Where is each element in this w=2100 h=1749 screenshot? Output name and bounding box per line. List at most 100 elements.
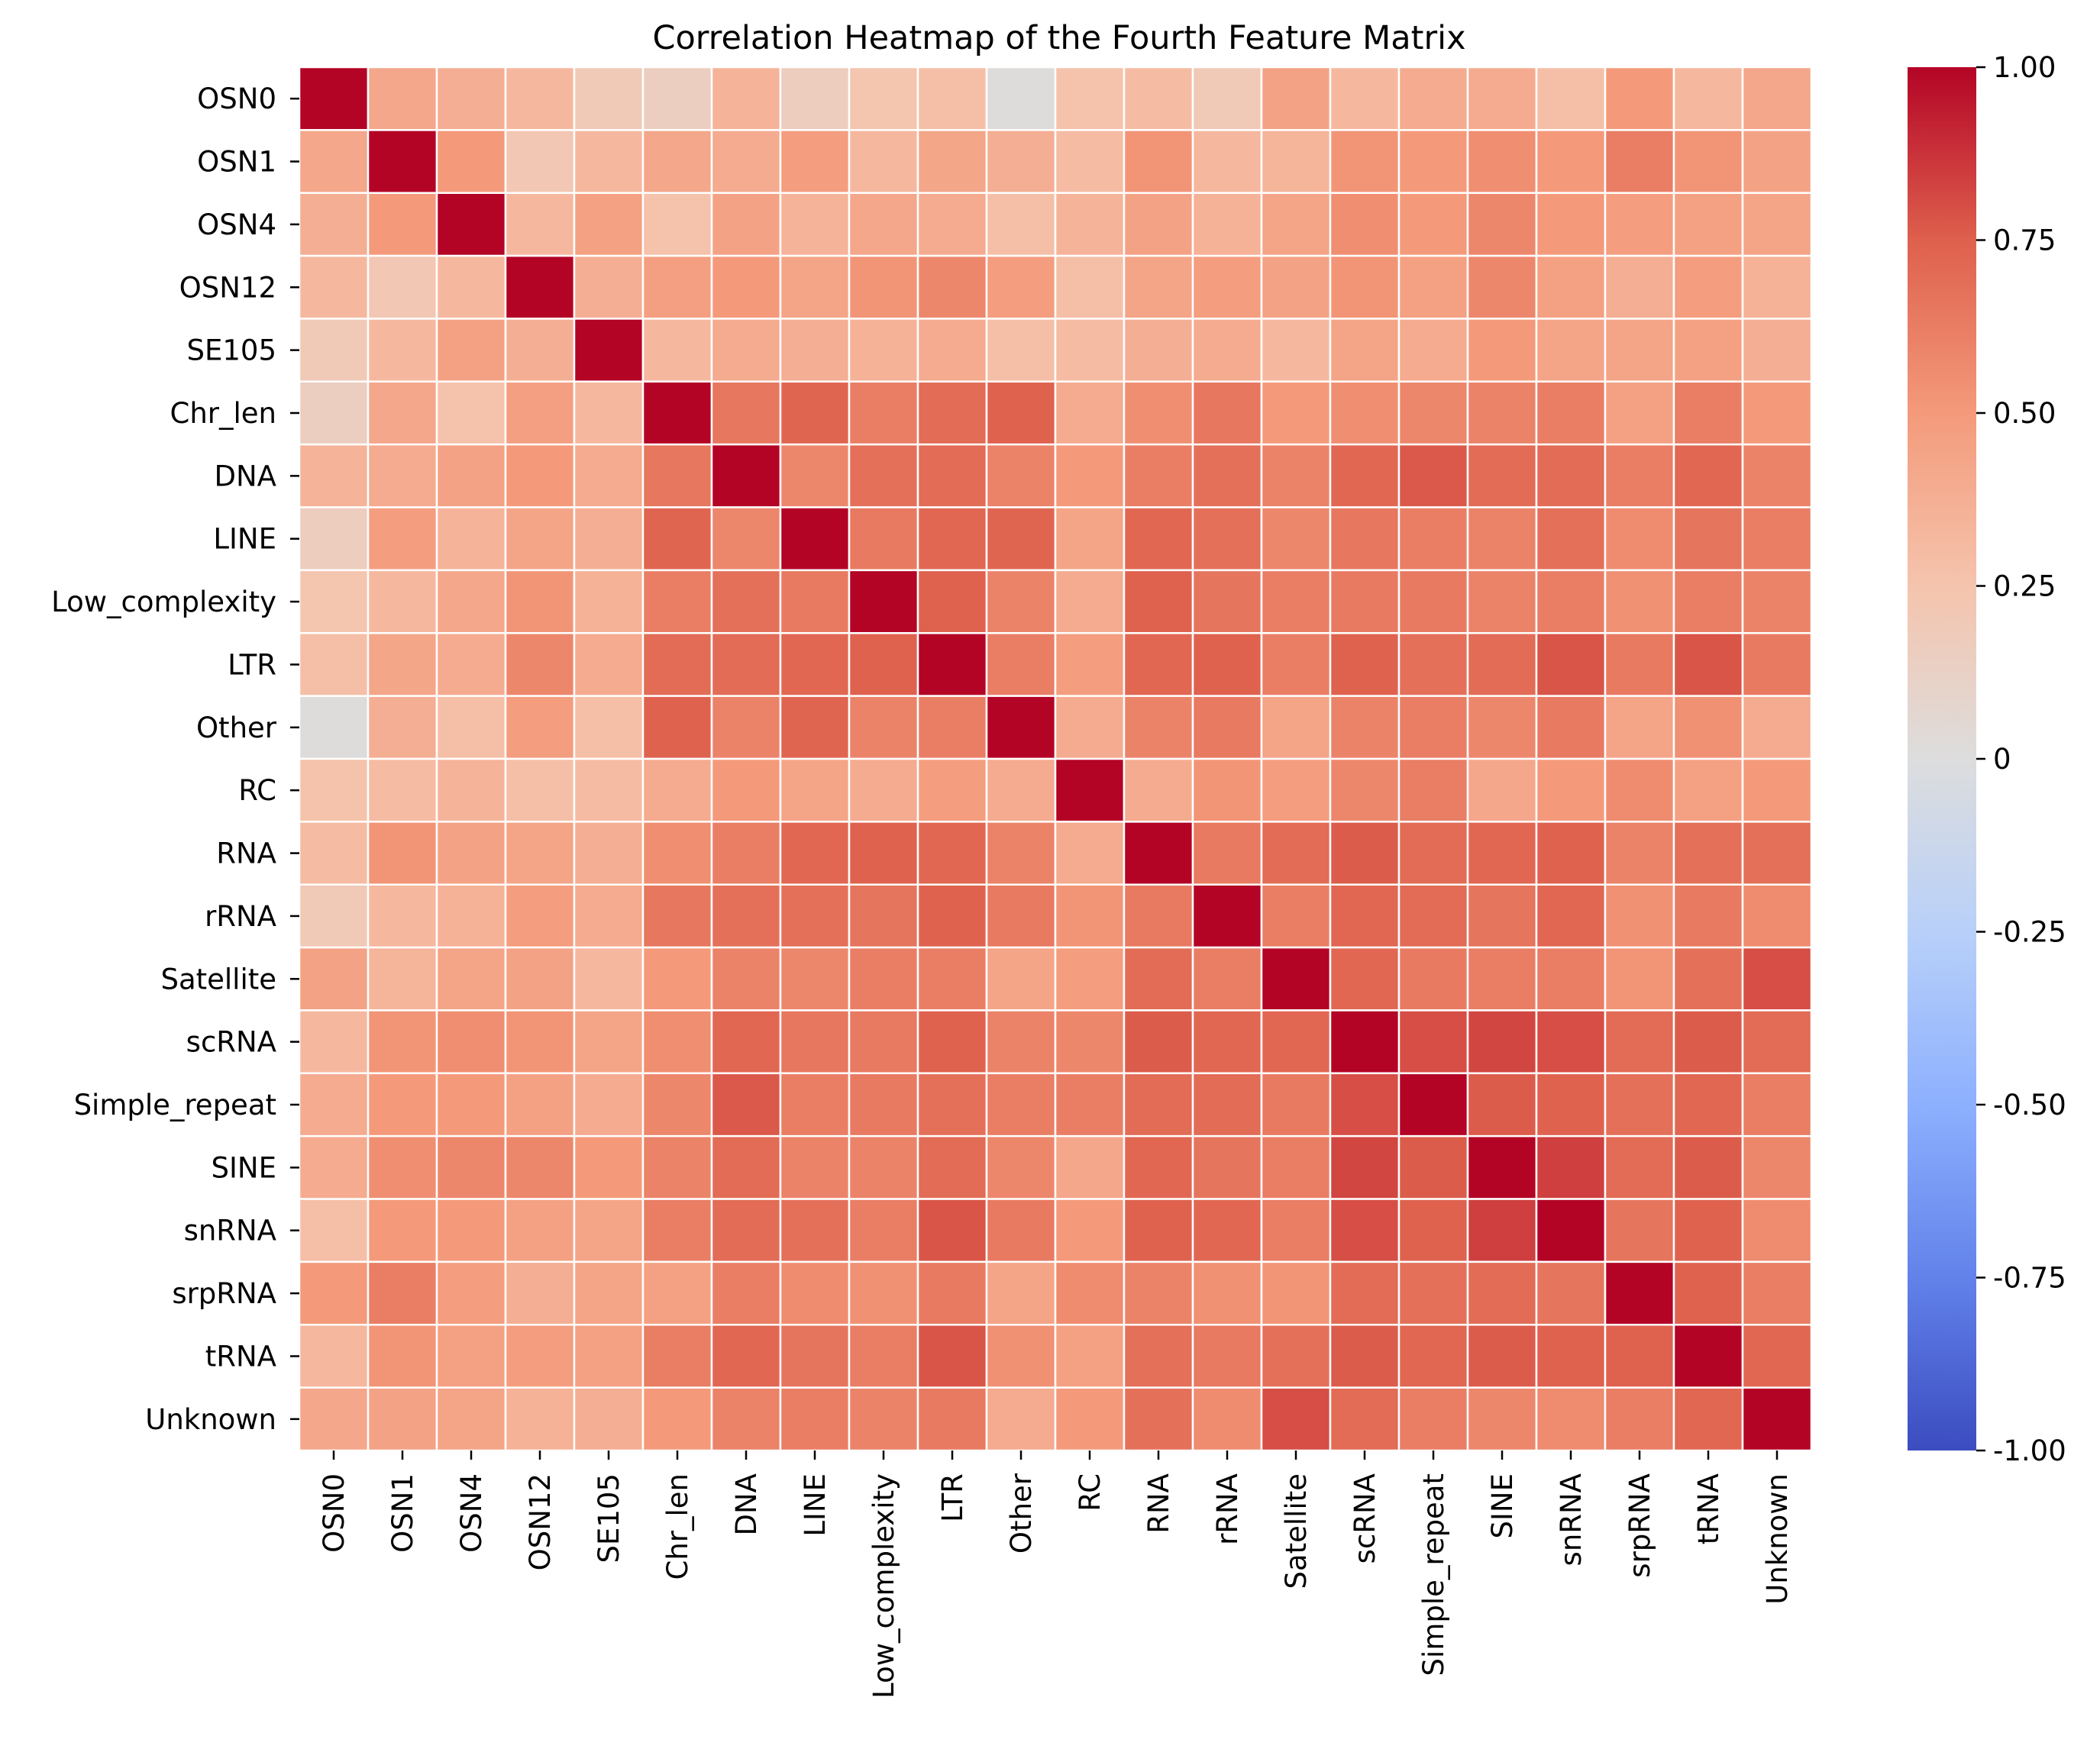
heatmap-cell bbox=[1535, 1260, 1607, 1326]
heatmap-cell bbox=[298, 946, 370, 1012]
heatmap-cell bbox=[779, 1134, 851, 1200]
heatmap-cell bbox=[573, 946, 645, 1012]
column-tick-label: Chr_len bbox=[661, 1473, 694, 1580]
heatmap-cell bbox=[779, 569, 851, 634]
heatmap-cell bbox=[916, 66, 988, 131]
heatmap-cell bbox=[573, 1009, 645, 1075]
heatmap-cell bbox=[1741, 1386, 1813, 1452]
row-tick-label: LTR bbox=[228, 648, 276, 681]
heatmap-cell bbox=[504, 1198, 576, 1263]
heatmap-cell bbox=[916, 1134, 988, 1200]
heatmap-cell bbox=[848, 757, 919, 823]
heatmap-cell bbox=[504, 757, 576, 823]
heatmap-cell bbox=[1672, 1009, 1744, 1075]
heatmap-cell bbox=[710, 1386, 782, 1452]
heatmap-cell bbox=[504, 1134, 576, 1200]
heatmap-cell bbox=[367, 946, 438, 1012]
heatmap-cell bbox=[1535, 1134, 1607, 1200]
heatmap-cell bbox=[1191, 1386, 1263, 1452]
heatmap-cell bbox=[573, 883, 645, 949]
heatmap-cell bbox=[1741, 569, 1813, 634]
heatmap-cell bbox=[504, 1260, 576, 1326]
heatmap-cell bbox=[1604, 757, 1675, 823]
heatmap-cell bbox=[985, 506, 1057, 572]
heatmap-cell bbox=[573, 380, 645, 446]
heatmap-cell bbox=[367, 1260, 438, 1326]
heatmap-cell bbox=[1191, 1134, 1263, 1200]
heatmap-cell bbox=[504, 318, 576, 383]
heatmap-cell bbox=[916, 695, 988, 760]
heatmap-cell bbox=[710, 946, 782, 1012]
heatmap-cell bbox=[1604, 192, 1675, 257]
colorbar-tick-label: -1.00 bbox=[1993, 1434, 2066, 1467]
heatmap-cell bbox=[641, 506, 713, 572]
colorbar-tick-label: 1.00 bbox=[1993, 51, 2056, 84]
heatmap-cell bbox=[1397, 318, 1469, 383]
heatmap-cell bbox=[367, 1072, 438, 1137]
row-tick-label: Low_complexity bbox=[51, 586, 276, 618]
heatmap-cell bbox=[367, 821, 438, 886]
colorbar-tick-label: 0 bbox=[1993, 743, 2011, 776]
heatmap-cell bbox=[504, 569, 576, 634]
heatmap-cell bbox=[1260, 946, 1332, 1012]
heatmap-cell bbox=[641, 1072, 713, 1137]
heatmap-cell bbox=[298, 695, 370, 760]
heatmap-cell bbox=[504, 1009, 576, 1075]
heatmap-cell bbox=[1672, 506, 1744, 572]
heatmap-cell bbox=[1329, 380, 1401, 446]
heatmap-cell bbox=[710, 506, 782, 572]
heatmap-cell bbox=[848, 380, 919, 446]
heatmap-cell bbox=[1535, 946, 1607, 1012]
heatmap-cell bbox=[1397, 946, 1469, 1012]
heatmap-cell bbox=[298, 380, 370, 446]
heatmap-cell bbox=[1741, 129, 1813, 194]
heatmap-cell bbox=[916, 1324, 988, 1389]
heatmap-cell bbox=[1123, 1386, 1194, 1452]
heatmap-cell bbox=[1054, 1260, 1126, 1326]
heatmap-cell bbox=[298, 1072, 370, 1137]
colorbar-tick-label: 0.75 bbox=[1993, 224, 2056, 257]
heatmap-cell bbox=[779, 695, 851, 760]
heatmap-cell bbox=[1329, 946, 1401, 1012]
heatmap-cell bbox=[641, 757, 713, 823]
heatmap-cell bbox=[641, 1386, 713, 1452]
heatmap-cell bbox=[1191, 66, 1263, 131]
heatmap-cell bbox=[1672, 946, 1744, 1012]
heatmap-cell bbox=[710, 1324, 782, 1389]
heatmap-cell bbox=[1329, 883, 1401, 949]
heatmap-cell bbox=[1397, 569, 1469, 634]
column-tick-label: LINE bbox=[799, 1473, 832, 1537]
heatmap-cell bbox=[1329, 1386, 1401, 1452]
heatmap-cell bbox=[1260, 254, 1332, 320]
heatmap-cell bbox=[504, 129, 576, 194]
heatmap-cell bbox=[916, 443, 988, 508]
heatmap-cell bbox=[1604, 443, 1675, 508]
column-tick-label: Simple_repeat bbox=[1417, 1473, 1450, 1676]
heatmap-cell bbox=[1466, 1198, 1538, 1263]
heatmap-cell bbox=[1397, 443, 1469, 508]
heatmap-cell bbox=[848, 946, 919, 1012]
heatmap-cell bbox=[1604, 380, 1675, 446]
heatmap-cell bbox=[1397, 1198, 1469, 1263]
heatmap-cell bbox=[916, 632, 988, 697]
heatmap-cell bbox=[641, 192, 713, 257]
heatmap-cell bbox=[710, 883, 782, 949]
heatmap-cell bbox=[298, 883, 370, 949]
heatmap-cell bbox=[985, 1324, 1057, 1389]
heatmap-cell bbox=[1535, 506, 1607, 572]
heatmap-cell bbox=[1672, 632, 1744, 697]
heatmap-cell bbox=[367, 1198, 438, 1263]
heatmap-cell bbox=[916, 821, 988, 886]
heatmap-cell bbox=[1054, 506, 1126, 572]
column-tick-label: OSN0 bbox=[318, 1473, 351, 1553]
heatmap-cell bbox=[504, 192, 576, 257]
heatmap-cell bbox=[1397, 254, 1469, 320]
heatmap-cells bbox=[298, 66, 1813, 1452]
heatmap-cell bbox=[779, 443, 851, 508]
heatmap-cell bbox=[1397, 66, 1469, 131]
heatmap-cell bbox=[916, 757, 988, 823]
heatmap-cell bbox=[1397, 506, 1469, 572]
colorbar-tick-label: 0.25 bbox=[1993, 570, 2056, 603]
column-tick-label: OSN12 bbox=[524, 1473, 557, 1570]
row-tick-label: Simple_repeat bbox=[74, 1089, 276, 1121]
